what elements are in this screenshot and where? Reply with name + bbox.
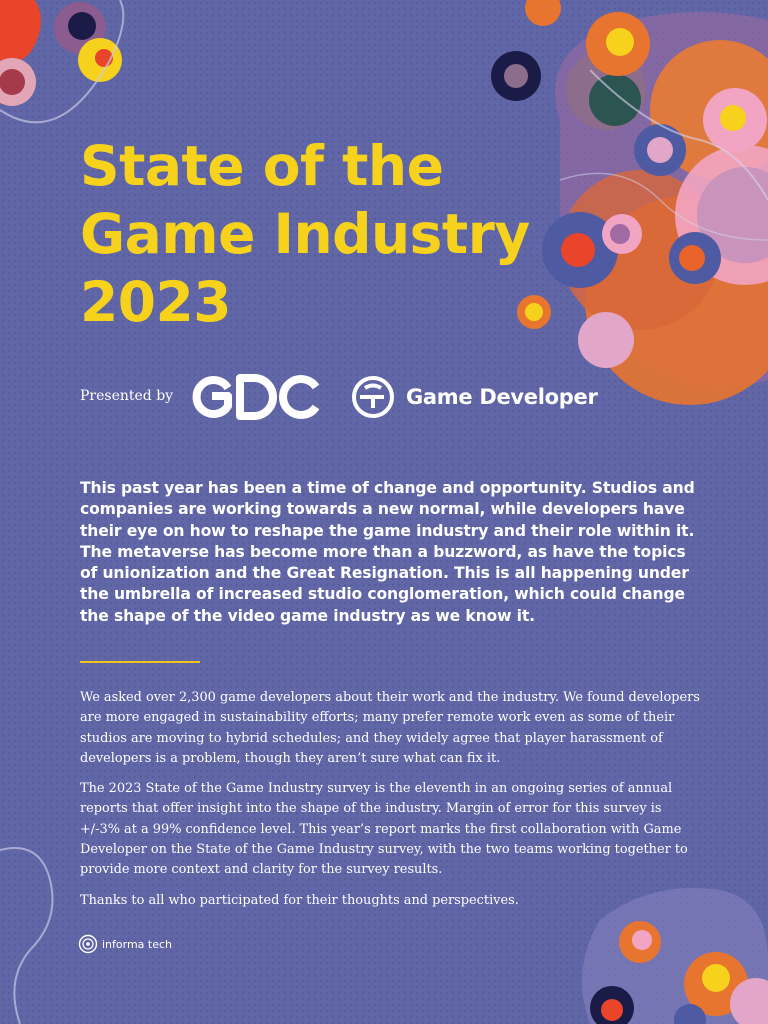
lead-paragraph: This past year has been a time of change…	[80, 479, 695, 625]
title-line-3: 2023	[80, 270, 232, 334]
accent-divider	[80, 661, 200, 663]
presented-by-label: Presented by	[80, 388, 174, 404]
game-developer-logo: Game Developer	[350, 372, 598, 422]
title-line-2: Game Industry	[80, 202, 530, 266]
body-paragraph-3: Thanks to all who participated for their…	[80, 892, 519, 908]
body-paragraph-2: The 2023 State of the Game Industry surv…	[80, 781, 688, 878]
title-line-1: State of the	[80, 134, 444, 198]
informa-brand-text: informa tech	[102, 937, 173, 951]
informa-swirl-icon	[78, 934, 98, 954]
body-text: We asked over 2,300 game developers abou…	[80, 688, 700, 921]
body-paragraph-1: We asked over 2,300 game developers abou…	[80, 690, 700, 766]
report-title: State of the Game Industry 2023	[80, 132, 600, 336]
game-developer-name: Game Developer	[406, 385, 598, 409]
game-developer-mark-icon	[352, 376, 394, 418]
informa-tech-logo: informa tech	[78, 934, 172, 954]
gdc-logo	[192, 374, 320, 420]
